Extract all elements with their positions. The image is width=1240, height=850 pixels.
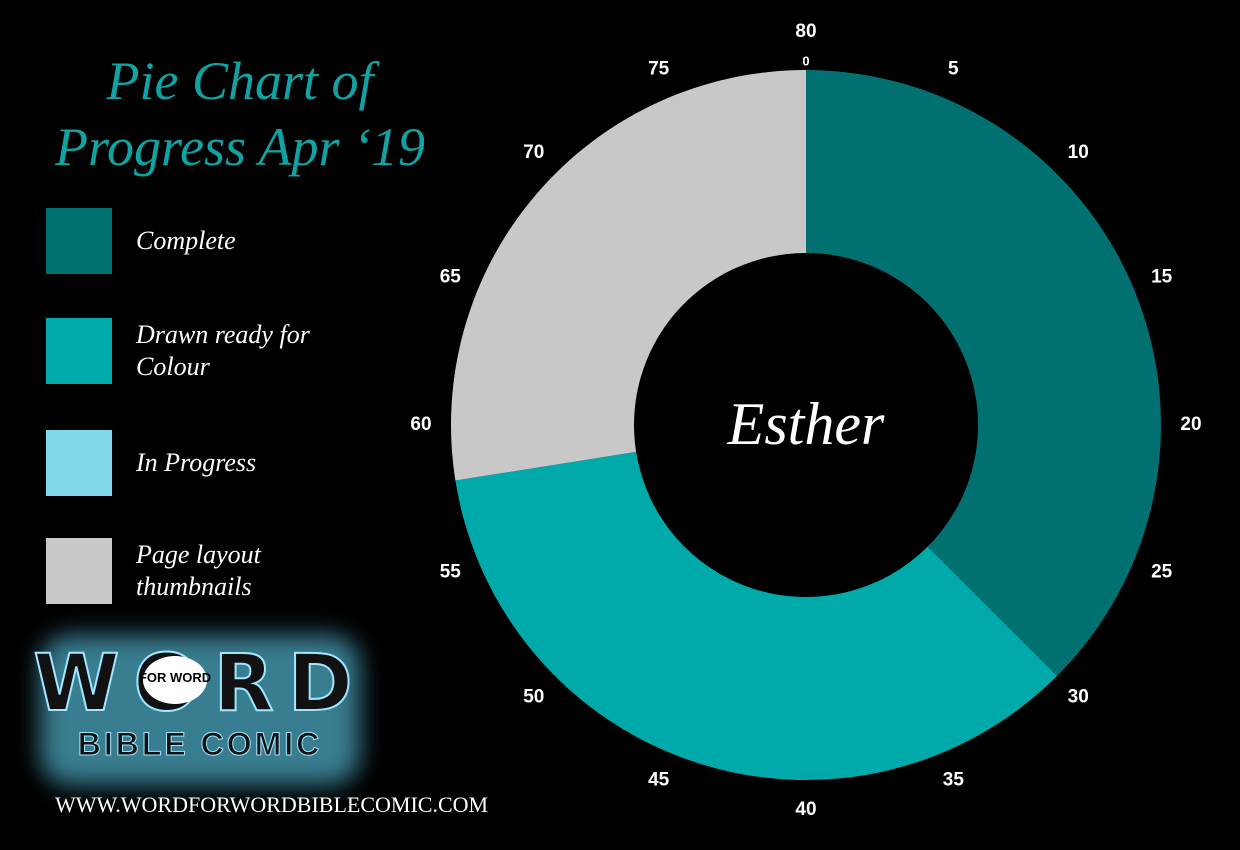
legend-swatch [46,318,112,384]
tick-label: 35 [943,770,965,791]
donut-segment [806,70,1161,677]
tick-label: 10 [1068,142,1089,163]
tick-label: 40 [795,799,816,820]
tick-label: 75 [648,58,670,79]
tick-label: 55 [440,561,462,582]
legend-label: Drawn ready for Colour [136,320,310,381]
tick-label: 80 [795,21,816,42]
legend-label: Complete [136,226,236,255]
tick-mark [668,752,671,757]
url: WWW.WORDFORWORDBIBLECOMIC.COM [55,792,489,817]
chart-title: Pie Chart of Progress Apr ‘19 [54,51,425,177]
tick-mark [1133,287,1138,290]
tick-mark [474,560,479,563]
donut: 0 5 10 15 20 25 30 35 40 45 50 55 60 65 70 75 80 [410,21,1201,820]
legend-item: In Progress [46,430,446,496]
tick-label: 50 [523,686,544,707]
tick-label: 70 [523,142,544,163]
tick-label: 60 [410,414,431,435]
tick-mark [1056,675,1061,680]
tick-mark [1133,560,1138,563]
logo-bible-comic: BIBLE COMIC [78,726,323,762]
logo-bubble [143,656,207,704]
center-label: Esther [727,391,885,457]
tick-mark [551,170,556,175]
legend-item: Drawn ready for Colour [46,318,446,384]
tick-label: 30 [1068,686,1089,707]
tick-label: 15 [1151,267,1173,288]
tick-label: 25 [1151,561,1173,582]
tick-label: 5 [948,58,959,79]
tick-mark [551,675,556,680]
legend-swatch [46,430,112,496]
tick-mark [941,752,944,757]
donut-segment [455,451,1058,780]
legend-swatch [46,538,112,604]
tick-mark [1056,170,1061,175]
tick-mark [668,93,671,98]
tick-label: 65 [440,267,462,288]
legend-label: Page layout thumbnails [136,540,261,601]
legend-label: In Progress [136,448,257,477]
tick-mark [474,287,479,290]
legend-item: Complete [46,208,446,274]
donut-segment [451,70,806,481]
legend-item: Page layout thumbnails [46,538,446,604]
tick-label: 45 [648,770,670,791]
tick-label: 0 [802,53,809,68]
logo-for-word: FOR WORD [139,670,211,685]
legend-swatch [46,208,112,274]
tick-mark [941,93,944,98]
tick-label: 20 [1180,414,1201,435]
logo-glow [40,635,360,785]
